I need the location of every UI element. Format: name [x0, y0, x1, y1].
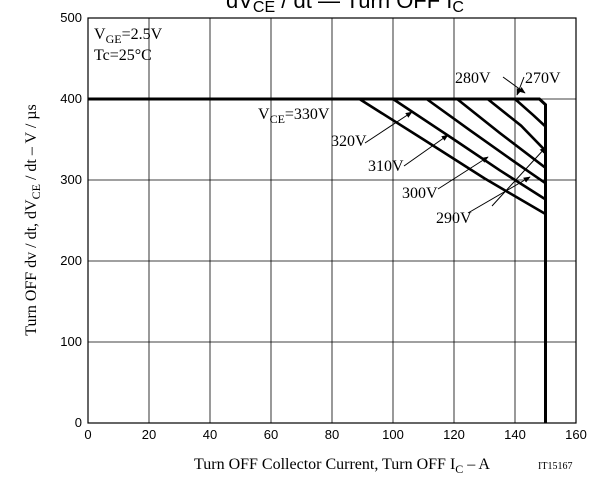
title-sub-a: CE — [253, 0, 275, 16]
label-270v: 270V — [525, 70, 561, 87]
label-320v: 320V — [331, 133, 367, 150]
series-line-290V — [486, 97, 547, 152]
tick-labels: 0 20 40 60 80 100 120 140 160 0 100 200 300 400 500 — [60, 10, 587, 442]
y-tick-label-500: 500 — [60, 10, 82, 25]
x-tick-label-140: 140 — [504, 427, 526, 442]
leader-arrow-330v — [364, 111, 413, 144]
series-line-280V — [514, 98, 547, 128]
x-tick-label-80: 80 — [325, 427, 339, 442]
leader-arrow-280v — [502, 76, 526, 94]
y-tick-label-400: 400 — [60, 91, 82, 106]
y-tick-label-300: 300 — [60, 172, 82, 187]
label-310v: 310V — [368, 158, 404, 175]
grid-lines — [88, 18, 576, 423]
condition-vge: VGE=2.5V — [94, 26, 163, 46]
annotation-arrows — [364, 76, 547, 214]
leader-arrow-270v — [516, 76, 525, 96]
x-axis-title: Turn OFF Collector Current, Turn OFF IC … — [194, 456, 490, 476]
leader-arrow-300v — [467, 176, 531, 214]
series-line-310V — [425, 97, 547, 185]
soa-envelope — [88, 97, 547, 423]
y-tick-label-200: 200 — [60, 253, 82, 268]
x-tick-label-100: 100 — [382, 427, 404, 442]
series-lines — [358, 97, 547, 216]
x-tick-label-120: 120 — [443, 427, 465, 442]
x-tick-label-40: 40 — [203, 427, 217, 442]
label-300v: 300V — [402, 185, 438, 202]
label-330v: VCE=330V — [258, 106, 330, 126]
label-290v: 290V — [436, 210, 472, 227]
title-part-b: / dt — Turn OFF I — [275, 0, 452, 13]
leader-arrow-320v — [403, 134, 449, 167]
envelope-line — [88, 97, 547, 423]
series-line-330V — [358, 97, 547, 216]
condition-tc: Tc=25°C — [94, 47, 152, 64]
x-tick-label-60: 60 — [264, 427, 278, 442]
leader-arrow-310v — [437, 156, 489, 190]
plot-frame — [87, 17, 577, 424]
x-tick-label-160: 160 — [565, 427, 587, 442]
y-tick-label-100: 100 — [60, 334, 82, 349]
x-tick-label-20: 20 — [142, 427, 156, 442]
document-id: IT15167 — [538, 461, 572, 472]
label-280v: 280V — [455, 70, 491, 87]
series-line-300V — [456, 97, 547, 169]
title-sub-b: C — [452, 0, 464, 16]
y-tick-label-0: 0 — [75, 415, 82, 430]
chart-title: dVCE / dt — Turn OFF IC — [226, 0, 464, 16]
leader-arrow-290v — [491, 146, 547, 207]
y-axis-title: Turn OFF dv / dt, dVCE / dt – V / µs — [23, 104, 43, 335]
title-part-a: dV — [226, 0, 253, 13]
series-line-320V — [392, 97, 547, 201]
x-tick-label-0: 0 — [84, 427, 91, 442]
